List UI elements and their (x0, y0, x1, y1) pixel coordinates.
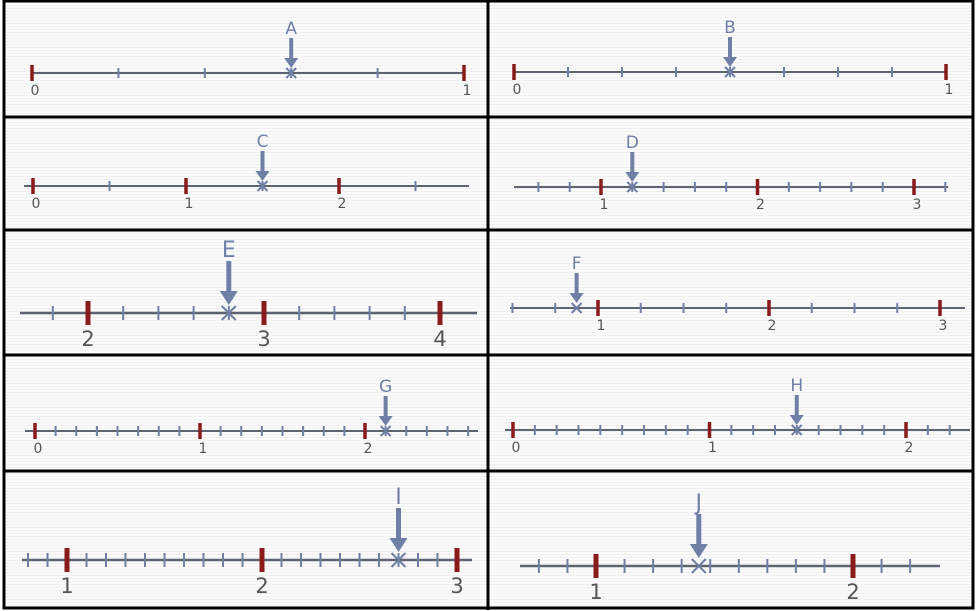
tick-label: 2 (255, 574, 268, 598)
panel-background (489, 231, 972, 354)
number-line-i: 1 2 3 I (22, 485, 472, 598)
point-letter: H (790, 376, 803, 396)
tick-label: 1 (199, 441, 208, 457)
tick-label: 3 (913, 197, 922, 213)
point-marker (256, 180, 269, 192)
panel-background (6, 231, 487, 354)
tick-label: 0 (31, 83, 40, 99)
point-marker (379, 425, 392, 437)
panel-background (6, 472, 487, 607)
tick-label: 0 (512, 440, 521, 456)
tick-label: 2 (905, 440, 914, 456)
pointer-arrow (569, 273, 584, 303)
number-line-d: 1 2 3 D (514, 133, 948, 213)
tick-label: 3 (939, 318, 948, 334)
point-marker (570, 302, 583, 314)
number-line-h: 0 1 2 H (505, 376, 970, 456)
pointer-arrow (219, 261, 238, 305)
tick-label: 4 (433, 327, 446, 351)
number-line-e: 2 3 4 E (20, 238, 477, 351)
point-marker (285, 67, 297, 79)
point-marker (724, 66, 736, 78)
point-letter: A (285, 19, 297, 39)
tick-label: 1 (945, 82, 954, 98)
number-line-c: 0 1 2 C (24, 132, 469, 212)
tick-label: 0 (513, 82, 522, 98)
number-line-b: 0 1 B (512, 18, 954, 98)
pointer-arrow (389, 508, 408, 552)
tick-label: 1 (185, 196, 194, 212)
point-marker (791, 424, 803, 436)
number-line-f: 1 2 3 F (510, 254, 965, 334)
point-letter: D (626, 133, 639, 153)
panel-background (489, 118, 972, 229)
pointer-arrow (625, 152, 640, 182)
point-letter: C (257, 132, 269, 152)
tick-label: 1 (600, 197, 609, 213)
point-marker (691, 558, 707, 574)
tick-label: 2 (338, 196, 347, 212)
tick-label: 1 (60, 574, 73, 598)
number-line-j: 1 2 J (520, 491, 940, 604)
point-letter: E (222, 238, 236, 263)
panel-background (6, 356, 487, 470)
panel-background (6, 118, 487, 229)
point-letter: I (395, 485, 402, 510)
tick-label: 2 (756, 197, 765, 213)
tick-label: 2 (846, 580, 859, 604)
tick-label: 1 (463, 83, 472, 99)
panel-background (489, 356, 972, 470)
point-marker (221, 305, 237, 321)
point-letter: B (724, 18, 736, 38)
number-line-a: 0 1 A (30, 19, 472, 99)
tick-label: 3 (257, 327, 270, 351)
point-marker (390, 552, 407, 568)
tick-label: 1 (597, 318, 606, 334)
number-line-g: 0 1 2 G (25, 377, 478, 457)
point-letter: G (379, 377, 392, 397)
tick-label: 0 (34, 441, 43, 457)
tick-label: 1 (708, 440, 717, 456)
tick-label: 1 (589, 580, 602, 604)
pointer-arrow (689, 514, 708, 558)
pointer-arrow (723, 37, 737, 67)
point-marker (626, 181, 639, 193)
pointer-arrow (789, 395, 804, 425)
tick-label: 3 (450, 574, 463, 598)
pointer-arrow (255, 151, 270, 181)
tick-label: 2 (364, 441, 373, 457)
tick-label: 2 (768, 318, 777, 334)
panel-background (6, 2, 487, 116)
point-letter: J (694, 491, 703, 516)
pointer-arrow (378, 396, 393, 426)
pointer-arrow (284, 38, 299, 68)
tick-label: 2 (81, 327, 94, 351)
panel-background (489, 472, 972, 607)
tick-label: 0 (32, 196, 41, 212)
point-letter: F (572, 254, 582, 274)
